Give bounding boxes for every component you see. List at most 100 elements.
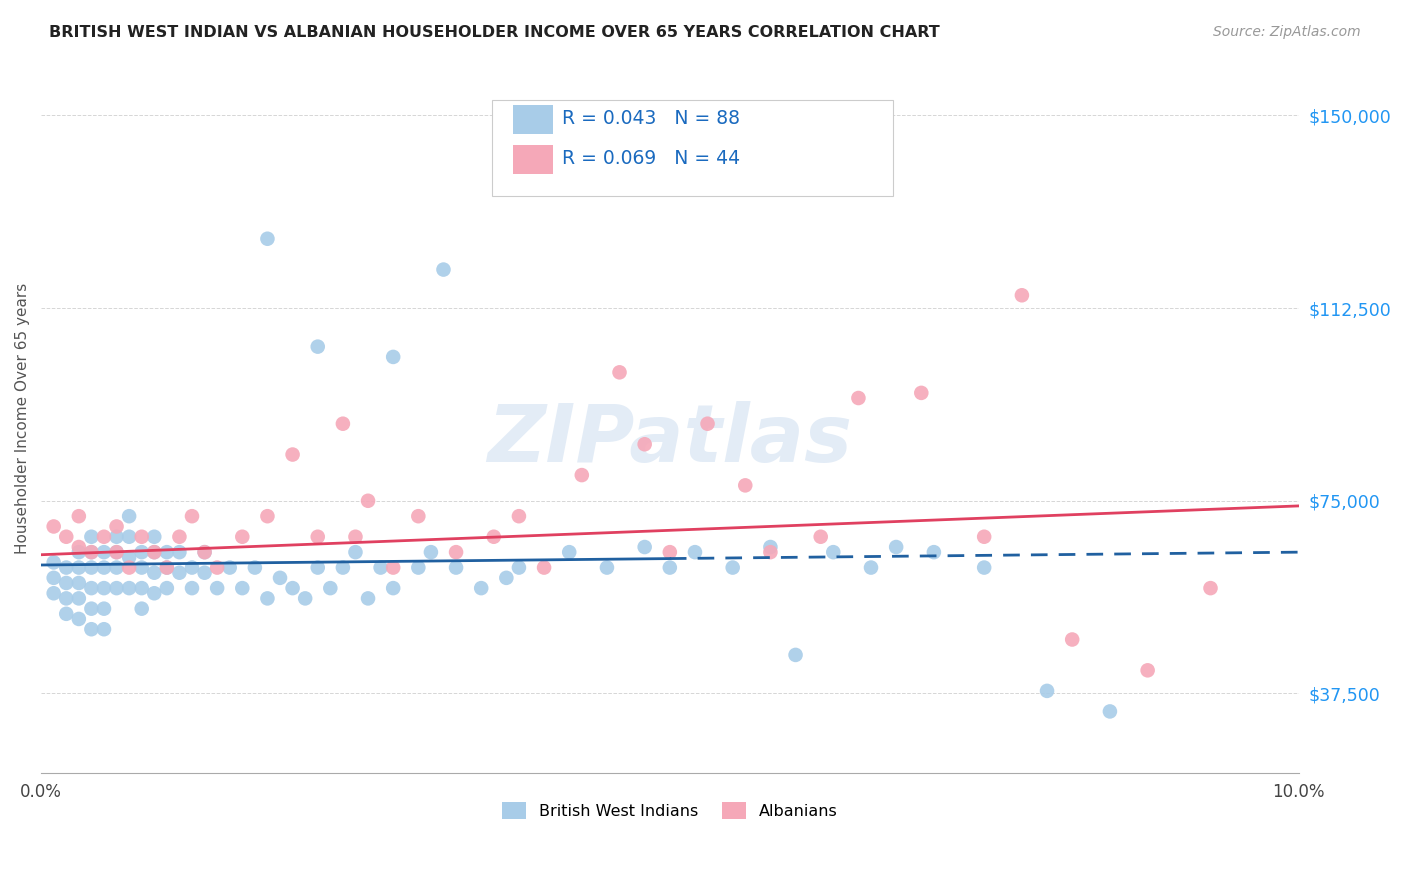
- Point: [884, 540, 907, 554]
- Point: [105, 560, 128, 574]
- Point: [218, 560, 240, 574]
- Point: [143, 586, 166, 600]
- Point: [382, 350, 405, 364]
- Point: [910, 385, 932, 400]
- Point: [131, 560, 153, 574]
- Point: [194, 545, 217, 559]
- Point: [131, 601, 153, 615]
- Point: [67, 509, 90, 524]
- Point: [118, 550, 141, 565]
- Point: [683, 545, 706, 559]
- Point: [281, 581, 304, 595]
- Point: [1098, 705, 1121, 719]
- Point: [143, 530, 166, 544]
- Point: [118, 509, 141, 524]
- Point: [810, 530, 832, 544]
- Point: [370, 560, 392, 574]
- Point: [508, 560, 530, 574]
- Point: [596, 560, 619, 574]
- Point: [194, 545, 217, 559]
- Point: [80, 530, 103, 544]
- Point: [105, 519, 128, 533]
- Point: [105, 545, 128, 559]
- Point: [759, 540, 782, 554]
- Text: R = 0.043   N = 88: R = 0.043 N = 88: [562, 109, 741, 128]
- Point: [55, 591, 77, 606]
- Point: [156, 581, 179, 595]
- Point: [118, 530, 141, 544]
- Point: [256, 509, 278, 524]
- Text: ZIPatlas: ZIPatlas: [488, 401, 852, 479]
- Point: [205, 560, 228, 574]
- Point: [93, 560, 115, 574]
- Point: [231, 530, 253, 544]
- Point: [42, 586, 65, 600]
- Point: [319, 581, 342, 595]
- Point: [332, 417, 354, 431]
- Point: [93, 601, 115, 615]
- Point: [143, 566, 166, 580]
- Point: [231, 581, 253, 595]
- Point: [80, 545, 103, 559]
- Point: [859, 560, 882, 574]
- Point: [143, 545, 166, 559]
- Point: [408, 509, 430, 524]
- Point: [382, 560, 405, 574]
- Point: [482, 530, 505, 544]
- Point: [307, 530, 329, 544]
- Point: [256, 232, 278, 246]
- Point: [332, 560, 354, 574]
- Point: [973, 560, 995, 574]
- Point: [1036, 684, 1059, 698]
- Point: [194, 566, 217, 580]
- Point: [67, 576, 90, 591]
- Point: [307, 560, 329, 574]
- Point: [256, 591, 278, 606]
- Point: [658, 545, 681, 559]
- Point: [823, 545, 845, 559]
- Point: [1011, 288, 1033, 302]
- Point: [243, 560, 266, 574]
- Point: [408, 560, 430, 574]
- Point: [609, 365, 631, 379]
- Point: [156, 560, 179, 574]
- Point: [105, 530, 128, 544]
- Point: [533, 560, 555, 574]
- Point: [294, 591, 316, 606]
- Point: [143, 545, 166, 559]
- Point: [848, 391, 870, 405]
- Point: [55, 607, 77, 621]
- Point: [432, 262, 454, 277]
- Point: [80, 545, 103, 559]
- Point: [181, 509, 204, 524]
- Point: [67, 612, 90, 626]
- Point: [156, 545, 179, 559]
- Text: BRITISH WEST INDIAN VS ALBANIAN HOUSEHOLDER INCOME OVER 65 YEARS CORRELATION CHA: BRITISH WEST INDIAN VS ALBANIAN HOUSEHOL…: [49, 25, 941, 40]
- Point: [973, 530, 995, 544]
- Point: [1062, 632, 1084, 647]
- Point: [93, 622, 115, 636]
- Point: [93, 581, 115, 595]
- Point: [658, 560, 681, 574]
- Point: [169, 545, 191, 559]
- Point: [55, 576, 77, 591]
- Point: [344, 530, 367, 544]
- Point: [156, 560, 179, 574]
- Point: [181, 560, 204, 574]
- Point: [67, 560, 90, 574]
- Point: [118, 581, 141, 595]
- Point: [169, 530, 191, 544]
- Point: [181, 581, 204, 595]
- Point: [67, 540, 90, 554]
- Point: [169, 566, 191, 580]
- Point: [55, 560, 77, 574]
- Text: Source: ZipAtlas.com: Source: ZipAtlas.com: [1213, 25, 1361, 39]
- Point: [634, 437, 657, 451]
- Point: [105, 581, 128, 595]
- Legend: British West Indians, Albanians: British West Indians, Albanians: [496, 796, 844, 825]
- Point: [42, 519, 65, 533]
- Point: [131, 545, 153, 559]
- Point: [105, 545, 128, 559]
- Point: [80, 622, 103, 636]
- Point: [721, 560, 744, 574]
